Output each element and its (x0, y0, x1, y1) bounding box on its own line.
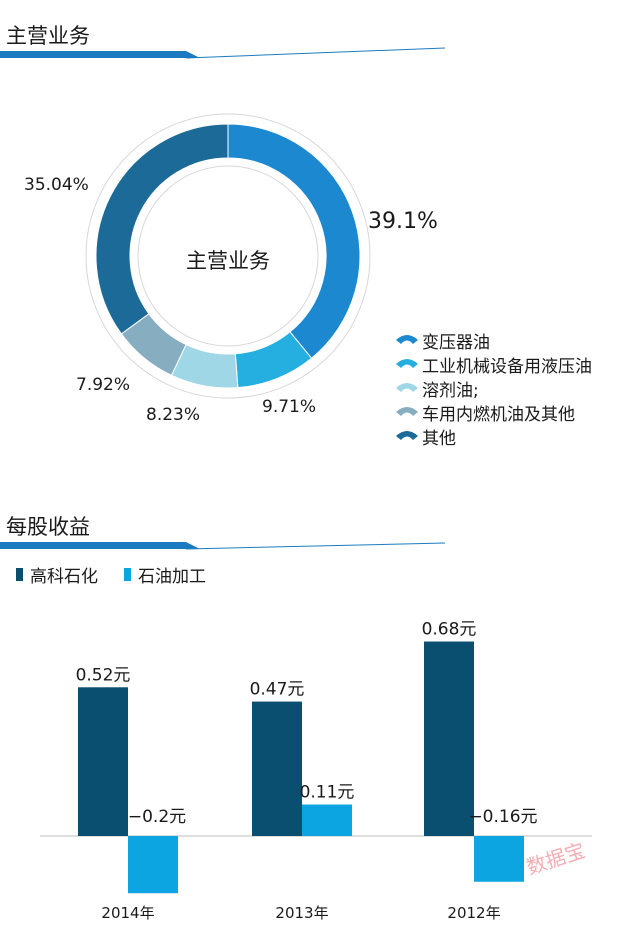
donut-chart: 主营业务 39.1% 9.71% 8.23% 7.92% 35.04% (24, 113, 438, 425)
legend-label: 车用内燃机油及其他 (422, 405, 575, 425)
bar (302, 804, 352, 836)
bar-value-label: −0.2元 (128, 807, 186, 827)
donut-slice-value-label: 7.92% (76, 375, 130, 395)
legend-swatch (396, 407, 418, 416)
section-title-eps: 每股收益 (6, 515, 90, 539)
donut-inner-ring (137, 165, 319, 347)
bar-legend-item: 高科石化 (16, 567, 98, 587)
bar-legend-label: 高科石化 (30, 567, 98, 587)
bar (474, 836, 524, 882)
bar-legend-label: 石油加工 (138, 567, 206, 587)
bar-value-label: 0.68元 (422, 620, 477, 640)
bar (424, 641, 474, 836)
bar-value-label: 0.11元 (300, 783, 355, 803)
bar-category-label: 2012年 (447, 904, 500, 922)
legend-item: 变压器油 (396, 333, 490, 353)
legend-label: 溶剂油; (422, 381, 479, 401)
legend-label: 其他 (422, 429, 456, 449)
bar-value-label: −0.16元 (468, 807, 537, 827)
section2-rule (0, 542, 446, 550)
section2-rule-bar (0, 542, 200, 549)
donut-outer-ring (85, 113, 371, 399)
bar-value-label: 0.47元 (250, 680, 305, 700)
legend-swatch (396, 359, 418, 368)
bar-chart: 0.52元 −0.2元 2014年 0.47元 0.11元 2013年 0.68元 −0.16… (76, 620, 538, 922)
section1-rule-bar (0, 51, 200, 58)
legend-item: 车用内燃机油及其他 (396, 405, 575, 425)
donut-slice (227, 123, 361, 359)
legend-swatch (396, 335, 418, 344)
legend-label: 工业机械设备用液压油 (422, 357, 592, 377)
donut-slice-value-label: 8.23% (146, 405, 200, 425)
bar (252, 701, 302, 836)
legend-item: 工业机械设备用液压油 (396, 357, 592, 377)
bar-legend-swatch (124, 568, 131, 581)
bar-value-label: 0.52元 (76, 665, 131, 685)
bar (128, 836, 178, 894)
legend-swatch (396, 383, 418, 392)
donut-slice-value-label: 39.1% (368, 209, 438, 234)
section1-rule (0, 47, 446, 59)
legend-item: 其他 (396, 429, 456, 449)
watermark-text: 数据宝 (523, 838, 587, 879)
section1-rule-line (185, 47, 446, 59)
bar-legend: 高科石化 石油加工 (16, 567, 206, 587)
bar-legend-item: 石油加工 (124, 567, 206, 587)
donut-slice-value-label: 35.04% (24, 175, 89, 195)
bar-legend-swatch (16, 568, 23, 581)
donut-slice-value-label: 9.71% (262, 397, 316, 417)
bar (78, 687, 128, 836)
legend-label: 变压器油 (422, 333, 490, 353)
donut-center-label: 主营业务 (186, 249, 270, 273)
legend-swatch (396, 431, 418, 440)
legend-item: 溶剂油; (396, 381, 479, 401)
section2-rule-line (185, 542, 446, 550)
donut-slice (95, 123, 229, 335)
bar-category-label: 2013年 (275, 904, 328, 922)
section-title-main-business: 主营业务 (6, 24, 90, 48)
bar-category-label: 2014年 (101, 904, 154, 922)
